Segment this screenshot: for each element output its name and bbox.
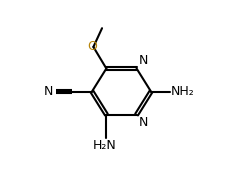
Text: O: O	[87, 40, 96, 53]
Text: N: N	[138, 116, 147, 129]
Text: N: N	[44, 85, 53, 98]
Text: N: N	[138, 54, 147, 67]
Text: H₂N: H₂N	[93, 139, 116, 152]
Text: NH₂: NH₂	[170, 85, 194, 98]
